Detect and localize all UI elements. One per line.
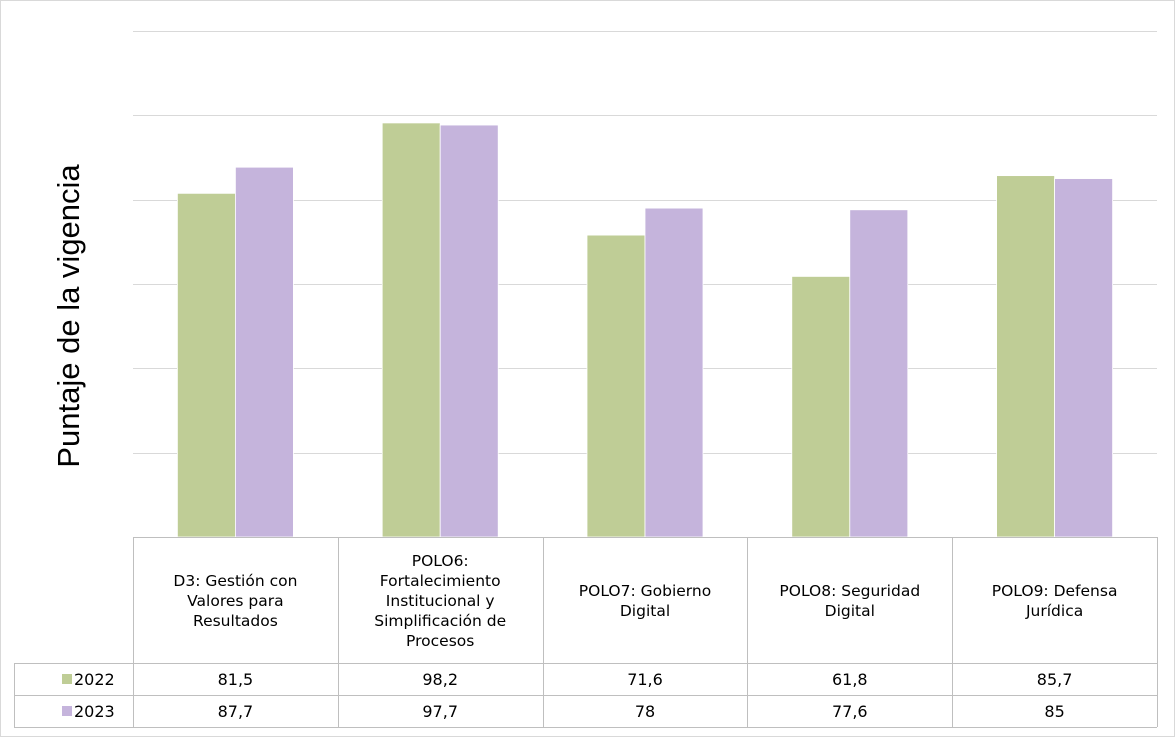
bar-2022-4 — [791, 276, 851, 538]
bar-2023-3 — [644, 207, 704, 538]
category-label: Institucional y — [386, 592, 495, 610]
legend-swatch-2023 — [62, 706, 72, 716]
bar-2023-2 — [439, 124, 499, 538]
data-label-2022-3: 71,6 — [627, 670, 663, 689]
data-label-2023-3: 78 — [635, 702, 655, 721]
legend-label-2022: 2022 — [74, 670, 115, 689]
category-label: D3: Gestión con — [173, 572, 297, 590]
data-label-2022-5: 85,7 — [1037, 670, 1073, 689]
bar-2022-3 — [586, 234, 646, 538]
data-label-2023-1: 87,7 — [218, 702, 254, 721]
data-label-2022-1: 81,5 — [218, 670, 254, 689]
data-label-2023-5: 85 — [1044, 702, 1064, 721]
bars — [176, 122, 1113, 538]
legend-swatch-2022 — [62, 674, 72, 684]
category-label: POLO7: Gobierno — [579, 582, 711, 600]
bar-2022-5 — [996, 175, 1055, 538]
category-label: Valores para — [187, 592, 283, 610]
data-label-2023-2: 97,7 — [422, 702, 458, 721]
category-label: POLO9: Defensa — [992, 582, 1118, 600]
data-table: D3: Gestión con Valores para Resultados POL… — [14, 537, 1158, 728]
category-label: Fortalecimiento — [380, 572, 501, 590]
category-label: Resultados — [193, 612, 278, 630]
category-label: Digital — [620, 602, 670, 620]
data-label-2022-4: 61,8 — [832, 670, 868, 689]
data-label-2023-4: 77,6 — [832, 702, 868, 721]
bar-2022-2 — [381, 122, 441, 538]
bar-2023-5 — [1054, 178, 1113, 538]
category-label: Jurídica — [1025, 602, 1083, 620]
bar-2023-4 — [849, 209, 909, 538]
legend-label-2023: 2023 — [74, 702, 115, 721]
category-label: Digital — [825, 602, 875, 620]
y-axis-label: Puntaje de la vigencia — [51, 164, 86, 468]
bar-2023-1 — [234, 166, 294, 538]
data-label-2022-2: 98,2 — [422, 670, 458, 689]
category-label: POLO6: — [412, 552, 469, 570]
category-label: Simplificación de — [374, 612, 506, 630]
category-label: POLO8: Seguridad — [779, 582, 920, 600]
category-label: Procesos — [406, 632, 474, 650]
bar-2022-1 — [176, 192, 236, 538]
gridlines — [133, 31, 1157, 454]
